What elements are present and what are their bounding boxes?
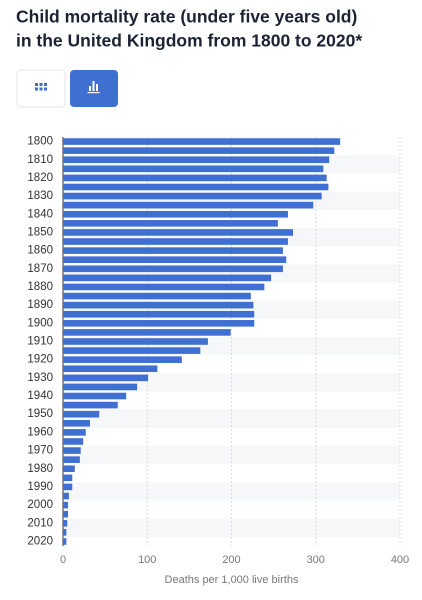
y-tick-label: 2020 [27,535,53,547]
y-tick-label: 2000 [27,499,53,511]
bar [63,401,118,409]
y-tick-label: 2010 [27,517,53,529]
bar [63,483,73,491]
y-tick-label: 1930 [27,372,53,384]
bar [63,338,208,345]
y-tick-label: 1990 [27,481,53,493]
y-tick-label: 1820 [27,172,53,184]
bar [63,147,335,154]
row-stripe [63,518,400,537]
x-tick-label: 400 [391,554,409,566]
bar [63,292,251,300]
x-tick-label: 300 [307,554,325,566]
bar [63,329,231,336]
table-button[interactable] [16,69,66,108]
y-tick-label: 1870 [27,263,53,275]
y-tick-label: 1980 [27,463,53,475]
bar [63,210,288,218]
bar [63,256,287,263]
bar [63,374,149,382]
y-tick-label: 1920 [27,354,53,366]
x-tick-label: 0 [60,554,66,566]
y-tick-label: 1840 [27,208,53,220]
bar [63,238,288,245]
bar [63,174,327,182]
x-tick-label: 200 [222,554,240,566]
y-tick-label: 1890 [27,299,53,311]
y-tick-label: 1830 [27,190,53,202]
bar [63,519,68,527]
y-tick-label: 1950 [27,408,53,420]
bar [63,320,255,327]
y-tick-label: 1910 [27,336,53,348]
bar [63,347,201,354]
chart-title: in the United Kingdom from 1800 to 2020* [16,31,362,51]
x-tick-label: 100 [138,554,156,566]
bar [63,165,324,173]
y-tick-label: 1810 [27,154,53,166]
y-tick-label: 1860 [27,245,53,257]
bar [63,365,158,373]
bar [63,529,67,536]
y-tick-label: 1900 [27,317,53,329]
y-tick-label: 1850 [27,226,53,238]
bar [63,447,81,454]
bar [63,465,75,473]
bar [63,274,272,282]
bar [63,474,73,482]
bar [63,410,100,418]
bar [63,156,330,164]
bar [63,138,341,145]
bar [63,220,278,227]
bar [63,301,254,309]
bar [63,383,138,391]
bar [63,392,127,400]
bar [63,229,294,236]
bar [63,247,283,254]
bar [63,310,255,318]
y-tick-label: 1970 [27,445,53,457]
bar [63,501,69,509]
bar [63,456,80,463]
y-tick-label: 1880 [27,281,53,293]
bar [63,356,182,363]
bar [63,192,322,200]
bar [63,420,90,427]
x-axis-label: Deaths per 1,000 live births [165,574,299,586]
chart-title: Child mortality rate (under five years o… [16,7,357,27]
bar [63,510,69,518]
bar [63,183,329,191]
y-tick-label: 1960 [27,426,53,438]
y-tick-label: 1940 [27,390,53,402]
bar [63,283,265,291]
bar [63,201,314,209]
bar [63,429,86,436]
bar [63,265,283,273]
bar [63,438,84,445]
chart-button[interactable] [70,70,118,107]
y-tick-label: 1800 [27,136,53,148]
bar [63,492,69,500]
bar [63,538,67,545]
